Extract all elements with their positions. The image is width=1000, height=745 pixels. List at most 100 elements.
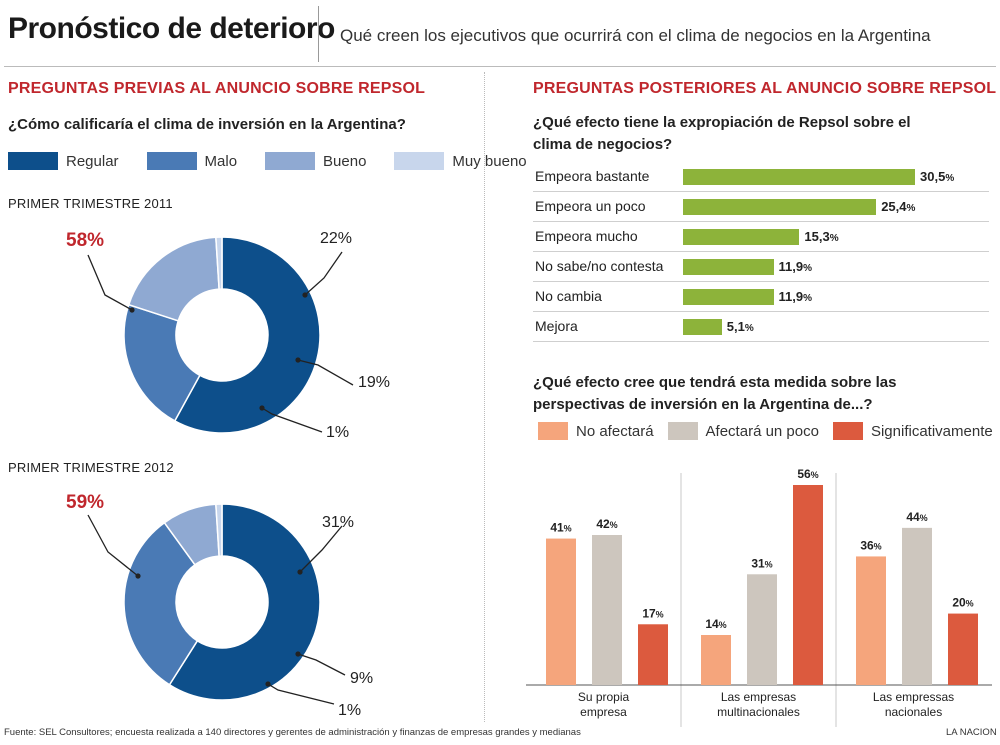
donut-slice-bueno (127, 236, 220, 322)
donut-2011-value-regular: 58% (66, 230, 105, 251)
donut-slice-malo (123, 303, 201, 422)
donut-slice-regular (173, 236, 321, 434)
footer-source: Fuente: SEL Consultores; encuesta realiz… (4, 727, 581, 738)
category-label: nacionales (885, 705, 942, 719)
right-legend: No afectará Afectará un poco Significati… (538, 422, 993, 440)
donut-2011 (87, 236, 354, 434)
hbar-label: Empeora mucho (535, 228, 638, 244)
page-subtitle: Qué creen los ejecutivos que ocurrirá co… (340, 26, 931, 45)
leader-line (87, 254, 133, 311)
category-label: Su propia (578, 690, 630, 704)
leader-line (261, 407, 323, 433)
leader-line (297, 359, 354, 386)
vbar-value-label: 17% (642, 606, 663, 620)
right-question-1-line-1: ¿Qué efecto tiene la expropiación de Rep… (533, 114, 911, 131)
left-question: ¿Cómo calificaría el clima de inversión … (8, 116, 406, 133)
vbar-value-label: 20% (952, 596, 973, 610)
leader-dot (259, 405, 265, 411)
donut-2011-label-muy-bueno: 1% (326, 424, 350, 441)
legend-swatch (538, 422, 568, 440)
leader-line (304, 251, 343, 296)
hbar-value-label: 25,4% (881, 199, 916, 214)
vbar-value-label: 14% (705, 617, 726, 631)
donut-2012-leaders (87, 514, 346, 705)
hbar-value: 11,9 (778, 259, 804, 274)
hbar (683, 259, 774, 275)
leader-dot (295, 357, 301, 363)
hbar-value: 5,1 (726, 319, 745, 334)
donut-2012-label-bueno: 9% (350, 670, 374, 687)
leader-line (267, 683, 335, 705)
vbar-value-label: 41% (550, 521, 571, 535)
hbar-row: Empeora bastante 30,5% (533, 162, 989, 192)
hbar (683, 199, 877, 215)
donut-2012-label-malo: 31% (322, 514, 355, 531)
leader-dot (295, 651, 301, 657)
hbar (683, 169, 915, 185)
hbar-value-label: 15,3% (804, 229, 839, 244)
title-divider (318, 6, 319, 62)
hbar-label: Mejora (535, 318, 578, 334)
header-rule (4, 66, 996, 67)
hbar-value-label: 5,1% (726, 319, 754, 334)
left-section-title: PREGUNTAS PREVIAS AL ANUNCIO SOBRE REPSO… (8, 80, 426, 97)
vbar-significativamente (948, 613, 978, 685)
donut-slice-muy-bueno (215, 503, 223, 557)
effect-bar-chart: Empeora bastante 30,5% Empeora un poco 25,4… (533, 162, 989, 342)
legend-label: Muy bueno (452, 152, 527, 170)
hbar-label: Empeora un poco (535, 198, 646, 214)
leader-dot (135, 573, 141, 579)
donut-2011-label-malo: 22% (320, 230, 353, 247)
donut-2012 (87, 503, 346, 705)
category-label: empresa (580, 705, 627, 719)
hbar-label: Empeora bastante (535, 168, 650, 184)
leader-dot (297, 569, 303, 575)
legend-item-muy-bueno: Muy bueno (394, 152, 527, 170)
right-question-2-line-2: perspectivas de inversión en la Argentin… (533, 396, 873, 413)
legend-item-regular: Regular (8, 152, 119, 170)
vbar-value-label: 56% (797, 467, 818, 481)
vbar-value-label: 36% (860, 538, 881, 552)
vbar-no-afectará (701, 635, 731, 685)
vbar-significativamente (793, 485, 823, 685)
leader-dot (129, 307, 135, 313)
legend-item-no-afectara: No afectará (538, 422, 654, 440)
vbar-no-afectará (856, 556, 886, 685)
category-label: Las empresas (721, 690, 796, 704)
legend-label: Significativamente (870, 422, 993, 440)
hbar-row: Empeora mucho 15,3% (533, 222, 989, 252)
legend-swatch (832, 422, 863, 440)
hbar-row: No cambia 11,9% (533, 282, 989, 312)
leader-dot (302, 292, 308, 298)
donut-2011-title: PRIMER TRIMESTRE 2011 (8, 196, 173, 211)
donut-2012-label-muy-bueno: 1% (338, 702, 362, 719)
vbar-afectará-un-poco (747, 574, 777, 685)
hbar-value: 30,5 (920, 169, 946, 184)
donut-2012-title: PRIMER TRIMESTRE 2012 (8, 460, 174, 475)
legend-swatch (8, 152, 58, 170)
hbar-row: Empeora un poco 25,4% (533, 192, 989, 222)
donut-2012-slices (123, 503, 321, 701)
leader-dot (265, 681, 271, 687)
legend-item-significativamente: Significativamente (832, 422, 993, 440)
legend-swatch (394, 152, 445, 170)
hbar (683, 319, 722, 335)
hbar-label: No sabe/no contesta (535, 258, 664, 274)
legend-label: Malo (204, 152, 238, 170)
column-divider (484, 72, 485, 722)
right-question-1-line-2: clima de negocios? (533, 136, 673, 153)
hbar-value-label: 30,5% (920, 169, 955, 184)
donut-2011-label-bueno: 19% (358, 374, 391, 391)
hbar-label: No cambia (535, 288, 602, 304)
legend-item-bueno: Bueno (265, 152, 366, 170)
legend-swatch (146, 152, 197, 170)
donut-slice-regular (168, 503, 321, 701)
hbar-row: No sabe/no contesta 11,9% (533, 252, 989, 282)
leader-line (87, 514, 139, 577)
hbar (683, 289, 774, 305)
donut-2011-leaders (87, 251, 354, 433)
category-label: Las empressas (873, 690, 954, 704)
vbar-value-label: 31% (751, 556, 772, 570)
leader-line (297, 653, 346, 676)
hbar (683, 229, 800, 245)
